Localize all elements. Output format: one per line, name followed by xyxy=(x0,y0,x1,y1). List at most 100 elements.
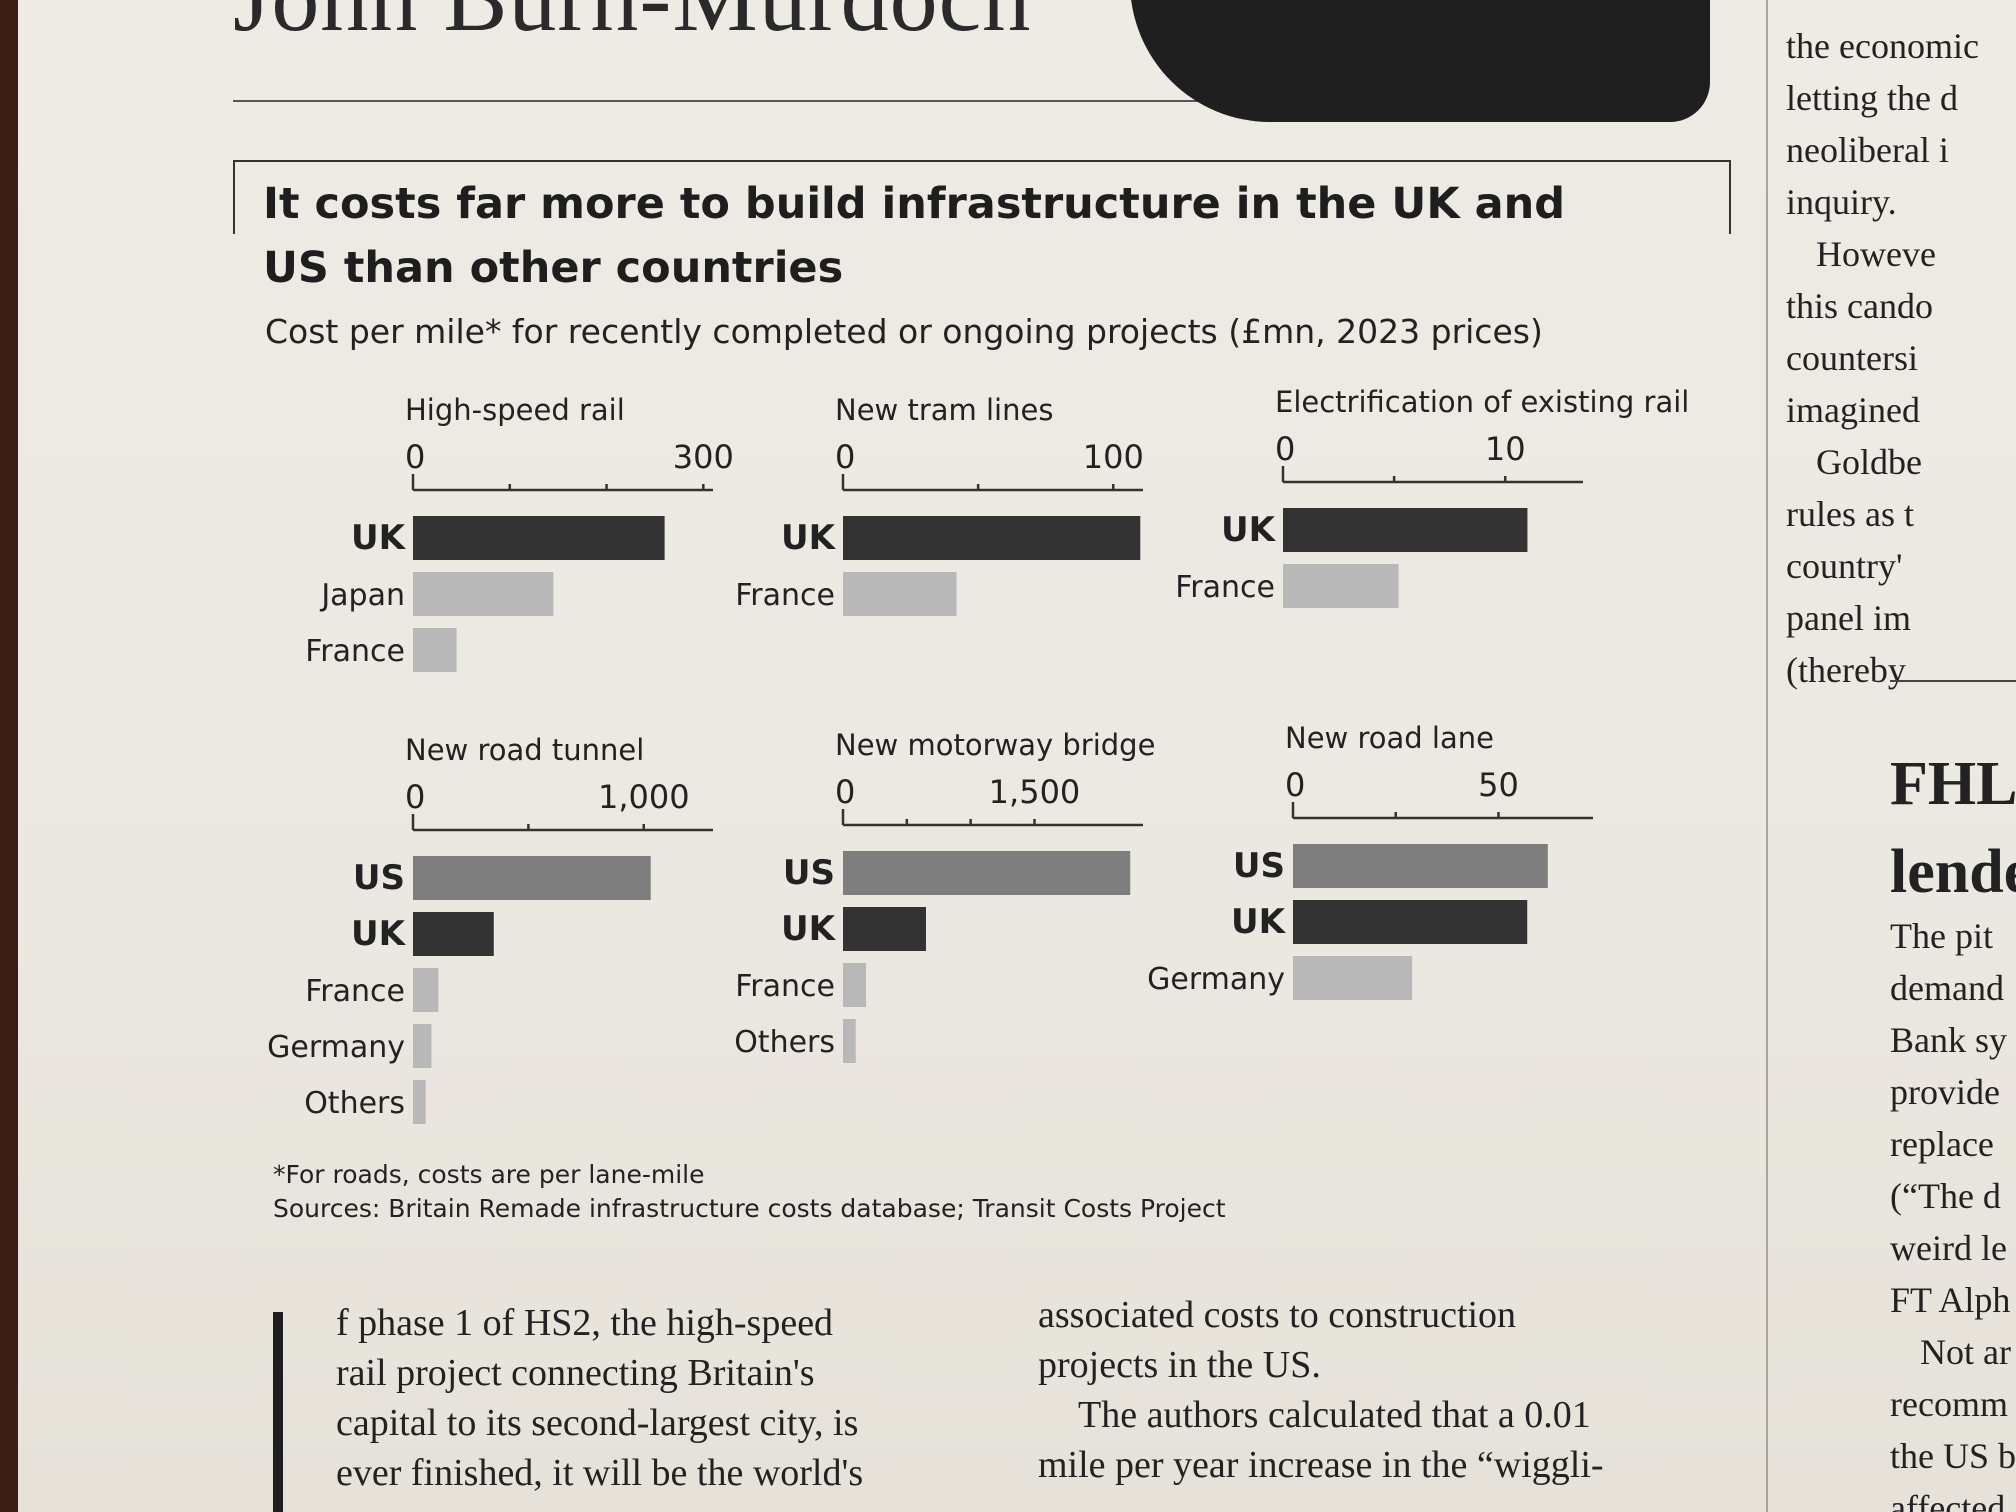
right-line: (“The d xyxy=(1890,1176,2001,1216)
bar-label-others: Others xyxy=(734,1025,835,1060)
right-line: Not ar xyxy=(1920,1332,2011,1372)
panel-new-road-lane: New road lane 0 50 US UK Germany xyxy=(1147,721,1593,1088)
article-line: associated costs to construction xyxy=(1038,1294,1517,1336)
x-tick-label: 1,000 xyxy=(598,778,690,816)
article-line: ever finished, it will be the world's xyxy=(336,1452,864,1494)
bar-label-uk: UK xyxy=(351,914,407,954)
right-line: letting the d xyxy=(1786,78,1958,118)
x-tick-label: 0 xyxy=(835,438,855,476)
right-column-top: the economic letting the d neoliberal i … xyxy=(1786,20,2016,696)
bar-others xyxy=(413,1080,426,1124)
panel-new-tram-lines-svg: New tram lines 0 100 UK France xyxy=(735,393,1144,616)
chart-frame-left-rule xyxy=(233,160,235,234)
panel-title: High-speed rail xyxy=(405,393,625,427)
chart-frame-right-rule xyxy=(1729,160,1731,234)
right-line: panel im xyxy=(1786,598,1911,638)
bar-uk xyxy=(1283,508,1528,552)
bar-japan xyxy=(413,572,554,616)
bar-label-uk: UK xyxy=(1231,902,1287,942)
bar-label-uk: UK xyxy=(1221,510,1277,550)
bar-label-uk: UK xyxy=(781,518,837,558)
article-line: projects in the US. xyxy=(1038,1344,1321,1386)
article-line: capital to its second-largest city, is xyxy=(336,1402,859,1444)
right-line: the US b xyxy=(1890,1436,2016,1476)
panel-new-road-tunnel: New road tunnel 0 1,000 US UK France Germany Ot… xyxy=(267,733,713,1124)
x-tick-label: 1,500 xyxy=(989,773,1081,811)
right-line: Goldbe xyxy=(1816,442,1922,482)
panel-new-motorway-bridge: New motorway bridge 0 1,500 US UK France Other… xyxy=(734,728,1155,1095)
bar-label-uk: UK xyxy=(781,909,837,949)
bar-label-uk: UK xyxy=(351,518,407,558)
panel-new-motorway-bridge-svg: New motorway bridge 0 1,500 US UK France Other… xyxy=(734,728,1155,1063)
right-line: the economic xyxy=(1786,26,1979,66)
bar-label-germany: Germany xyxy=(1147,962,1285,997)
drop-cap-bar xyxy=(273,1312,283,1512)
column-divider xyxy=(1766,0,1768,1512)
right-line: weird le xyxy=(1890,1228,2007,1268)
bar-uk xyxy=(1293,900,1528,944)
article-line: mile per year increase in the “wiggli- xyxy=(1038,1444,1604,1486)
bar-label-us: US xyxy=(353,858,405,898)
right-line: neoliberal i xyxy=(1786,130,1949,170)
article-left-column: f phase 1 of HS2, the high-speed rail pr… xyxy=(336,1298,863,1498)
panel-new-tram-lines: New tram lines 0 100 UK France xyxy=(735,393,1144,760)
x-tick-label: 50 xyxy=(1478,766,1519,804)
bar-uk xyxy=(843,907,926,951)
x-tick-label: 100 xyxy=(1083,438,1144,476)
right-line: affected xyxy=(1890,1488,2006,1512)
panel-electrification-svg: Electrification of existing rail 0 10 UK Fra… xyxy=(1175,385,1689,608)
article-line: f phase 1 of HS2, the high-speed xyxy=(336,1302,834,1344)
panel-high-speed-rail: High-speed rail 0 300 UK Japan France xyxy=(305,393,734,760)
x-tick-label: 0 xyxy=(1275,430,1295,468)
bar-label-france: France xyxy=(735,969,835,1004)
panel-title: New motorway bridge xyxy=(835,728,1155,762)
right-line: this cando xyxy=(1786,286,1933,326)
x-tick-label: 0 xyxy=(1285,766,1305,804)
chart-source: Sources: Britain Remade infrastructure c… xyxy=(273,1194,1226,1223)
right-line: country' xyxy=(1786,546,1903,586)
right-line: demand xyxy=(1890,968,2004,1008)
bar-label-others: Others xyxy=(304,1086,405,1121)
panel-title: Electrification of existing rail xyxy=(1275,385,1689,419)
right-column-bottom: The pit demand Bank sy provide replace (… xyxy=(1890,910,2016,1512)
bar-label-germany: Germany xyxy=(267,1030,405,1065)
right-line: FT Alph xyxy=(1890,1280,2011,1320)
newspaper-page: John Burn-Murdoch It costs far more to b… xyxy=(18,0,2016,1512)
bar-france xyxy=(843,963,866,1007)
x-tick-label: 0 xyxy=(835,773,855,811)
bar-uk xyxy=(413,516,665,560)
byline-rule xyxy=(233,100,1703,102)
panel-electrification: Electrification of existing rail 0 10 UK Fra… xyxy=(1175,385,1689,752)
bar-germany xyxy=(1293,956,1413,1000)
panel-title: New tram lines xyxy=(835,393,1053,427)
article-line: The authors calculated that a 0.01 xyxy=(1078,1394,1591,1436)
bar-us xyxy=(413,856,651,900)
chart-title: It costs far more to build infrastructur… xyxy=(263,179,1566,293)
chart-frame-top-rule xyxy=(233,160,1731,162)
right-line: Howeve xyxy=(1816,234,1936,274)
headline-line: FHLE xyxy=(1890,750,2016,818)
article-middle-column: associated costs to construction project… xyxy=(1038,1290,1604,1490)
bar-france xyxy=(1283,564,1399,608)
right-line: provide xyxy=(1890,1072,2000,1112)
bar-france xyxy=(843,572,957,616)
chart-footnote: *For roads, costs are per lane-mile xyxy=(273,1160,705,1189)
right-column-headline: FHLE lende xyxy=(1890,740,2016,916)
right-line: countersi xyxy=(1786,338,1918,378)
bar-label-france: France xyxy=(305,634,405,669)
bar-us xyxy=(1293,844,1548,888)
byline: John Burn-Murdoch xyxy=(233,0,1031,53)
right-line: recomm xyxy=(1890,1384,2008,1424)
bar-label-france: France xyxy=(305,974,405,1009)
author-portrait xyxy=(1130,0,1710,122)
bar-label-japan: Japan xyxy=(319,578,405,613)
bar-france xyxy=(413,968,439,1012)
right-line: Bank sy xyxy=(1890,1020,2007,1060)
panel-new-road-lane-svg: New road lane 0 50 US UK Germany xyxy=(1147,721,1593,1000)
bar-us xyxy=(843,851,1131,895)
bar-germany xyxy=(413,1024,432,1068)
panel-new-road-tunnel-svg: New road tunnel 0 1,000 US UK France Germany Ot… xyxy=(267,733,713,1124)
bar-label-france: France xyxy=(1175,570,1275,605)
bar-label-france: France xyxy=(735,578,835,613)
right-column-rule xyxy=(1890,680,2016,682)
